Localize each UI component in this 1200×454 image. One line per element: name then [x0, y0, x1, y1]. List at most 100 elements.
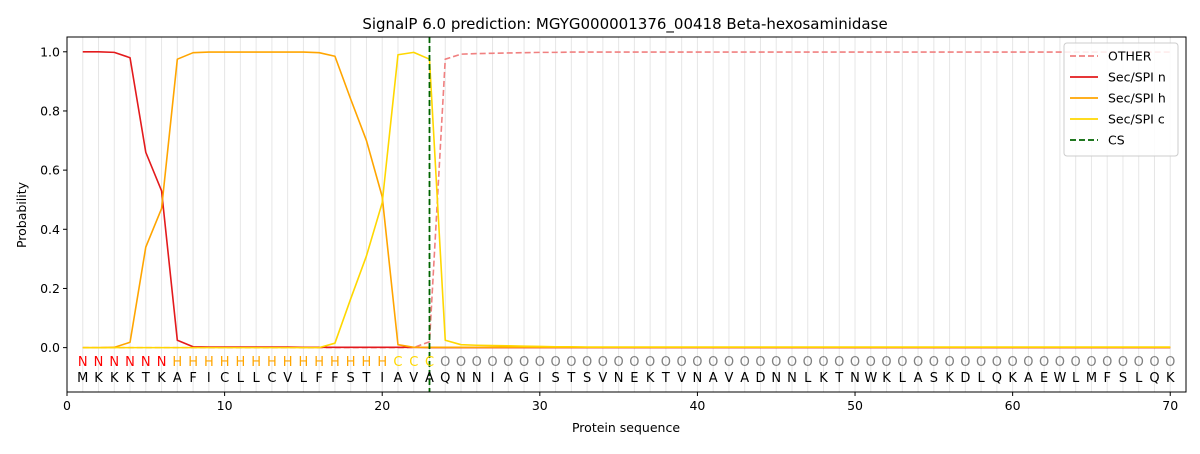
- x-tick-label-4: 40: [689, 398, 705, 413]
- region-label-46: O: [787, 355, 797, 370]
- residue-label-22: V: [409, 371, 418, 386]
- region-label-40: O: [692, 355, 702, 370]
- residue-label-45: N: [771, 371, 781, 386]
- region-label-47: O: [803, 355, 813, 370]
- residue-label-23: A: [425, 371, 434, 386]
- residue-label-70: K: [1166, 371, 1175, 386]
- region-label-70: O: [1165, 355, 1175, 370]
- residue-label-52: K: [882, 371, 891, 386]
- region-label-65: O: [1086, 355, 1096, 370]
- region-label-3: N: [109, 355, 119, 370]
- region-label-60: O: [1008, 355, 1018, 370]
- region-label-2: N: [94, 355, 104, 370]
- series-line-3: [82, 51, 1171, 349]
- region-label-16: H: [314, 355, 324, 370]
- grid-lines: [82, 37, 1171, 392]
- residue-label-69: Q: [1149, 371, 1159, 386]
- x-tick-label-0: 0: [63, 398, 71, 413]
- residue-label-37: K: [646, 371, 655, 386]
- region-label-69: O: [1149, 355, 1159, 370]
- x-tick-label-7: 70: [1162, 398, 1178, 413]
- residue-label-20: I: [380, 371, 384, 386]
- x-tick-label-2: 20: [374, 398, 390, 413]
- y-tick-label-2: 0.4: [40, 222, 60, 237]
- region-label-49: O: [834, 355, 844, 370]
- region-label-44: O: [755, 355, 765, 370]
- region-label-38: O: [661, 355, 671, 370]
- residue-label-53: L: [899, 371, 907, 386]
- region-label-21: C: [393, 355, 402, 370]
- residue-label-59: Q: [992, 371, 1002, 386]
- region-label-59: O: [992, 355, 1002, 370]
- region-label-22: C: [409, 355, 418, 370]
- region-label-9: H: [204, 355, 214, 370]
- region-label-10: H: [220, 355, 230, 370]
- region-label-5: N: [141, 355, 151, 370]
- region-label-62: O: [1039, 355, 1049, 370]
- residue-label-12: L: [253, 371, 261, 386]
- region-label-45: O: [771, 355, 781, 370]
- region-label-39: O: [677, 355, 687, 370]
- region-label-19: H: [362, 355, 372, 370]
- residue-label-21: A: [394, 371, 403, 386]
- region-label-26: O: [472, 355, 482, 370]
- residue-label-33: S: [583, 371, 591, 386]
- residue-label-35: N: [614, 371, 624, 386]
- residue-label-44: D: [755, 371, 765, 386]
- region-label-52: O: [881, 355, 891, 370]
- legend-box: [1063, 42, 1179, 157]
- region-label-15: H: [299, 355, 309, 370]
- residue-label-3: K: [110, 371, 119, 386]
- residue-label-10: C: [220, 371, 229, 386]
- residue-label-47: L: [804, 371, 812, 386]
- region-label-37: O: [645, 355, 655, 370]
- region-label-23: C: [425, 355, 434, 370]
- residue-label-60: K: [1008, 371, 1017, 386]
- legend-label-4: CS: [1108, 133, 1125, 148]
- region-label-57: O: [960, 355, 970, 370]
- x-tick-label-5: 50: [847, 398, 863, 413]
- residue-label-13: C: [267, 371, 276, 386]
- residue-label-58: L: [977, 371, 985, 386]
- residue-label-68: L: [1135, 371, 1143, 386]
- residue-label-36: E: [630, 371, 638, 386]
- residue-label-31: S: [551, 371, 559, 386]
- region-label-64: O: [1071, 355, 1081, 370]
- region-label-68: O: [1134, 355, 1144, 370]
- region-label-30: O: [535, 355, 545, 370]
- residue-label-17: F: [331, 371, 338, 386]
- region-label-61: O: [1023, 355, 1033, 370]
- legend-label-2: Sec/SPI h: [1108, 91, 1166, 106]
- region-label-36: O: [629, 355, 639, 370]
- residue-label-62: E: [1040, 371, 1048, 386]
- region-label-56: O: [944, 355, 954, 370]
- residue-label-46: N: [787, 371, 797, 386]
- residue-label-15: L: [300, 371, 308, 386]
- residue-label-32: T: [566, 371, 575, 386]
- residue-label-19: T: [361, 371, 370, 386]
- residue-label-39: V: [677, 371, 686, 386]
- region-label-55: O: [929, 355, 939, 370]
- region-label-43: O: [740, 355, 750, 370]
- residue-label-5: T: [141, 371, 150, 386]
- residue-label-42: V: [724, 371, 733, 386]
- region-label-35: O: [614, 355, 624, 370]
- region-label-41: O: [708, 355, 718, 370]
- legend: OTHER Sec/SPI n Sec/SPI h Sec/SPI c CS: [1063, 42, 1179, 157]
- region-label-17: H: [330, 355, 340, 370]
- residue-label-1: M: [77, 371, 88, 386]
- region-label-51: O: [866, 355, 876, 370]
- x-tick-label-1: 10: [217, 398, 233, 413]
- region-label-66: O: [1102, 355, 1112, 370]
- residue-label-64: L: [1072, 371, 1080, 386]
- region-label-29: O: [519, 355, 529, 370]
- residue-label-30: I: [538, 371, 542, 386]
- residue-label-38: T: [661, 371, 670, 386]
- residue-label-6: K: [157, 371, 166, 386]
- residue-label-50: N: [850, 371, 860, 386]
- region-label-20: H: [377, 355, 387, 370]
- region-label-25: O: [456, 355, 466, 370]
- region-label-63: O: [1055, 355, 1065, 370]
- axes: 0 10 20 30 40 50 60 70 0.0 0.2 0.4 0.6 0.8 1.0: [40, 44, 1178, 413]
